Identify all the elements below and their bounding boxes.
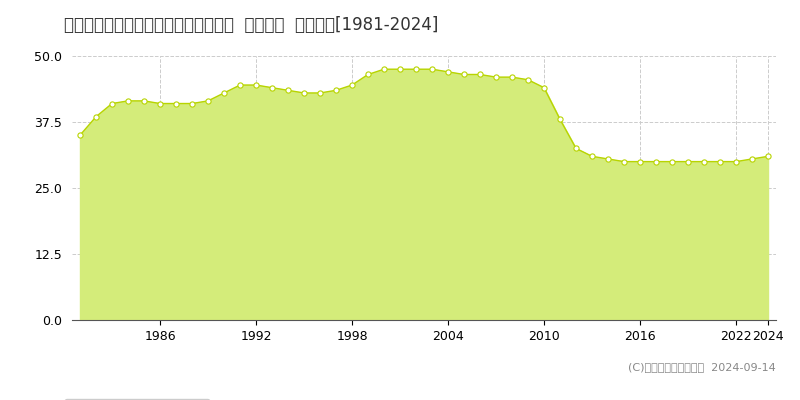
Point	[714, 158, 726, 165]
Point	[698, 158, 710, 165]
Point	[554, 116, 566, 122]
Point	[490, 74, 502, 80]
Text: 高知県高知市赤石町字ミドロ８８番４  地価公示  地価推移[1981-2024]: 高知県高知市赤石町字ミドロ８８番４ 地価公示 地価推移[1981-2024]	[64, 16, 438, 34]
Point	[170, 100, 182, 107]
Point	[298, 90, 310, 96]
Point	[394, 66, 406, 72]
Point	[282, 87, 294, 94]
Text: (C)土地価格ドットコム  2024-09-14: (C)土地価格ドットコム 2024-09-14	[628, 362, 776, 372]
Point	[106, 100, 118, 107]
Point	[186, 100, 198, 107]
Point	[618, 158, 630, 165]
Point	[122, 98, 134, 104]
Point	[74, 132, 86, 138]
Point	[314, 90, 326, 96]
Point	[218, 90, 230, 96]
Point	[90, 114, 102, 120]
Point	[538, 84, 550, 91]
Point	[330, 87, 342, 94]
Point	[506, 74, 518, 80]
Point	[346, 82, 358, 88]
Point	[682, 158, 694, 165]
Point	[426, 66, 438, 72]
Point	[378, 66, 390, 72]
Point	[458, 71, 470, 78]
Point	[650, 158, 662, 165]
Point	[730, 158, 742, 165]
Legend: 地価公示 平均坪単価(万円/坪): 地価公示 平均坪単価(万円/坪)	[64, 399, 210, 400]
Point	[202, 98, 214, 104]
Point	[234, 82, 246, 88]
Point	[666, 158, 678, 165]
Point	[602, 156, 614, 162]
Point	[522, 76, 534, 83]
Point	[442, 69, 454, 75]
Point	[138, 98, 150, 104]
Point	[570, 145, 582, 152]
Point	[362, 71, 374, 78]
Point	[586, 153, 598, 160]
Point	[746, 156, 758, 162]
Point	[634, 158, 646, 165]
Point	[154, 100, 166, 107]
Point	[266, 84, 278, 91]
Point	[762, 153, 774, 160]
Point	[410, 66, 422, 72]
Point	[474, 71, 486, 78]
Point	[250, 82, 262, 88]
